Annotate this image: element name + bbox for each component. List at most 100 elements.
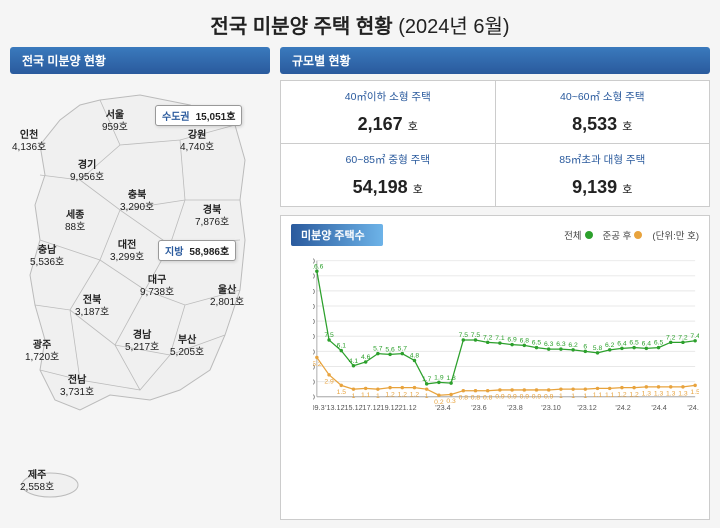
svg-text:0.9: 0.9	[495, 394, 505, 401]
svg-text:1.5: 1.5	[337, 389, 347, 396]
svg-text:1: 1	[425, 393, 429, 400]
svg-text:'23.12: '23.12	[577, 403, 596, 412]
svg-text:1: 1	[559, 393, 563, 400]
size-cell: 85㎡초과 대형 주택9,139 호	[496, 144, 710, 206]
svg-text:1: 1	[583, 393, 587, 400]
svg-text:6.9: 6.9	[507, 337, 517, 344]
region-label: 충북3,290호	[120, 190, 154, 214]
svg-text:6.4: 6.4	[642, 340, 652, 347]
chart-panel: 미분양 주택수 전체 준공 후 (단위:만 호) 0.0	[280, 215, 710, 520]
svg-text:1: 1	[376, 393, 380, 400]
svg-text:1: 1	[571, 393, 575, 400]
svg-text:6.1: 6.1	[337, 343, 347, 350]
svg-text:1.3: 1.3	[654, 391, 664, 398]
svg-text:2.0: 2.0	[313, 378, 315, 387]
svg-text:7.2: 7.2	[483, 334, 493, 341]
svg-text:0.9: 0.9	[520, 394, 530, 401]
svg-text:6.5: 6.5	[629, 340, 639, 347]
svg-text:1.2: 1.2	[629, 391, 639, 398]
svg-text:0.9: 0.9	[544, 394, 554, 401]
svg-text:4.6: 4.6	[361, 354, 371, 361]
map-callout: 수도권15,051호	[155, 105, 242, 126]
chart-legend: 전체 준공 후 (단위:만 호)	[564, 228, 699, 242]
svg-text:6.4: 6.4	[617, 340, 627, 347]
svg-text:12.0: 12.0	[313, 302, 315, 311]
svg-text:0.8: 0.8	[471, 394, 481, 401]
svg-text:1.5: 1.5	[690, 389, 699, 396]
svg-text:7.4: 7.4	[690, 333, 699, 340]
chart-unit: (단위:만 호)	[652, 228, 699, 242]
chart-title: 미분양 주택수	[291, 224, 383, 246]
svg-text:1.1: 1.1	[361, 392, 371, 399]
svg-text:6.2: 6.2	[568, 342, 578, 349]
svg-text:1.1: 1.1	[593, 392, 603, 399]
size-header: 규모별 현황	[280, 47, 710, 74]
svg-text:1.2: 1.2	[385, 391, 395, 398]
region-label: 서울959호	[102, 110, 128, 134]
svg-text:16.6: 16.6	[313, 263, 324, 270]
svg-text:6: 6	[583, 343, 587, 350]
svg-text:'15.12: '15.12	[343, 403, 362, 412]
region-label: 대구9,738호	[140, 275, 174, 299]
svg-text:1: 1	[352, 393, 356, 400]
svg-text:1.9: 1.9	[434, 374, 444, 381]
svg-text:7.5: 7.5	[324, 332, 334, 339]
size-panel: 규모별 현황 40㎡이하 소형 주택2,167 호40~60㎡ 소형 주택8,5…	[280, 47, 710, 207]
region-label: 광주1,720호	[25, 340, 59, 364]
svg-text:6.5: 6.5	[654, 340, 664, 347]
region-label: 충남5,536호	[30, 245, 64, 269]
svg-text:'17.12: '17.12	[361, 403, 380, 412]
map-panel: 전국 미분양 현황 서울959호인천4,136호경기9,956호 강원4,740호…	[10, 47, 270, 520]
region-label: 인천4,136호	[12, 130, 46, 154]
svg-text:4.8: 4.8	[410, 353, 420, 360]
map-header: 전국 미분양 현황	[10, 47, 270, 74]
svg-text:'23.10: '23.10	[541, 403, 560, 412]
svg-text:0.3: 0.3	[446, 398, 456, 405]
region-label: 경기9,956호	[70, 160, 104, 184]
svg-text:1.2: 1.2	[410, 391, 420, 398]
region-label: 전북3,187호	[75, 295, 109, 319]
svg-text:7.2: 7.2	[666, 334, 676, 341]
svg-text:'23.6: '23.6	[471, 403, 486, 412]
svg-text:0.0: 0.0	[313, 393, 315, 402]
size-table: 40㎡이하 소형 주택2,167 호40~60㎡ 소형 주택8,533 호60~…	[280, 80, 710, 207]
svg-text:'19.12: '19.12	[379, 403, 398, 412]
svg-text:10.0: 10.0	[313, 317, 315, 326]
svg-text:1.1: 1.1	[605, 392, 615, 399]
svg-text:'09.3: '09.3	[313, 403, 325, 412]
svg-text:16.0: 16.0	[313, 272, 315, 281]
region-label: 강원4,740호	[180, 130, 214, 154]
region-label: 경북7,876호	[195, 205, 229, 229]
svg-text:'21.12: '21.12	[397, 403, 416, 412]
page-title: 전국 미분양 주택 현황 (2024년 6월)	[0, 0, 720, 47]
svg-text:0.8: 0.8	[459, 394, 469, 401]
svg-text:1.2: 1.2	[617, 391, 627, 398]
region-label: 부산5,205호	[170, 335, 204, 359]
svg-text:6.3: 6.3	[556, 341, 566, 348]
svg-text:'13.12: '13.12	[325, 403, 344, 412]
region-label: 울산2,801호	[210, 285, 244, 309]
svg-text:5.8: 5.8	[593, 345, 603, 352]
map-area: 서울959호인천4,136호경기9,956호 강원4,740호세종88호 충북3,2…	[10, 80, 270, 520]
size-cell: 60~85㎡ 중형 주택54,198 호	[281, 144, 496, 206]
svg-text:14.0: 14.0	[313, 287, 315, 296]
svg-text:6.8: 6.8	[520, 337, 530, 344]
svg-text:5.7: 5.7	[398, 346, 408, 353]
svg-text:4.1: 4.1	[349, 358, 359, 365]
region-label: 전남3,731호	[60, 375, 94, 399]
map-callout: 지방58,986호	[158, 240, 236, 261]
svg-text:6.3: 6.3	[544, 341, 554, 348]
svg-text:1.8: 1.8	[446, 375, 456, 382]
line-chart: 0.02.04.06.08.010.012.014.016.018.0'09.3…	[313, 252, 699, 417]
svg-text:1.3: 1.3	[666, 391, 676, 398]
region-label: 경남5,217호	[125, 330, 159, 354]
svg-text:7.2: 7.2	[678, 334, 688, 341]
svg-text:5.2: 5.2	[313, 361, 322, 368]
region-label: 세종88호	[65, 210, 85, 234]
svg-text:'23.8: '23.8	[507, 403, 522, 412]
svg-text:0.9: 0.9	[532, 394, 542, 401]
svg-text:6.2: 6.2	[605, 342, 615, 349]
svg-text:7.1: 7.1	[495, 335, 505, 342]
svg-text:'24.4: '24.4	[651, 403, 666, 412]
svg-text:'24.6: '24.6	[687, 403, 699, 412]
